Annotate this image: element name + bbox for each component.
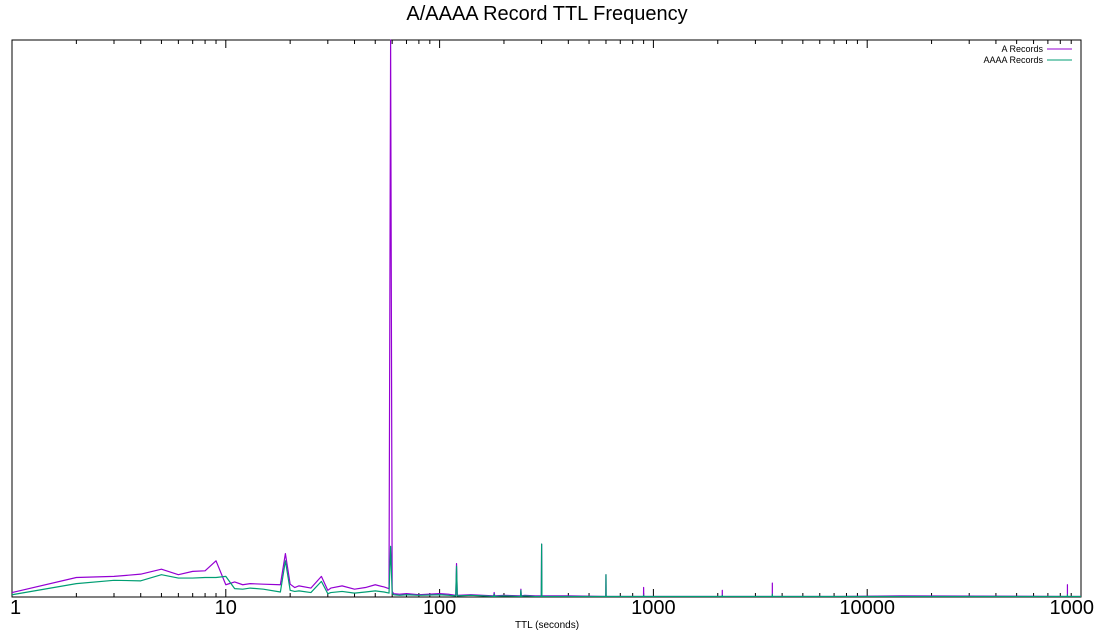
legend: A Records AAAA Records [983, 44, 1072, 65]
axis-ticks [11, 40, 1082, 597]
chart-title: A/AAAA Record TTL Frequency [406, 3, 687, 25]
x-tick-label: 1000 [631, 597, 676, 619]
x-tick-label: 100 [423, 597, 456, 619]
x-tick-label: 1000 [1050, 597, 1095, 619]
legend-label-aaaa-records: AAAA Records [983, 55, 1043, 65]
legend-label-a-records: A Records [1001, 44, 1043, 54]
series-line-aaaa-records [11, 543, 1081, 598]
x-tick-label: 1 [10, 597, 21, 619]
x-tick-label: 10 [215, 597, 237, 619]
plot-area-frame [11, 39, 1082, 598]
series-layer [11, 39, 1081, 598]
x-axis-label: TTL (seconds) [515, 620, 579, 631]
x-tick-labels: 1 10 100 1000 10000 1000 [10, 597, 1094, 619]
x-tick-label: 10000 [839, 597, 895, 619]
series-line-a-records [11, 39, 1081, 598]
